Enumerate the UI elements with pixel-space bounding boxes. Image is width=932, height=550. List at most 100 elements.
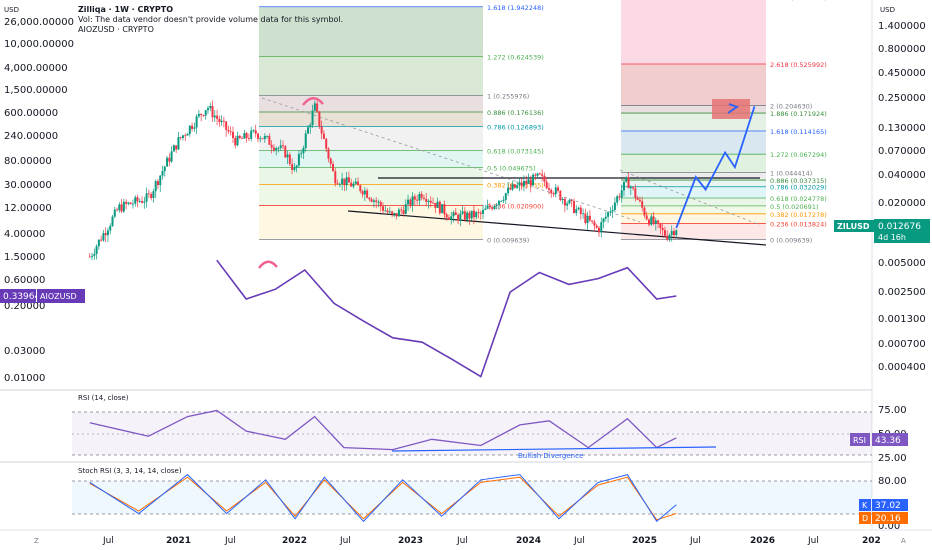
left-tick-label: 80.00000 xyxy=(4,156,52,167)
diagonal-fib-guide-left xyxy=(261,97,641,223)
fib-left-level-label-0.618: 0.618 (0.073145) xyxy=(487,148,544,156)
left-tick-label: 0.01000 xyxy=(4,373,45,384)
bullish-divergence-line[interactable] xyxy=(391,446,717,452)
candle-body xyxy=(293,167,296,170)
candle-body xyxy=(120,204,123,212)
support-trendline[interactable] xyxy=(347,210,767,246)
zilusd-candles[interactable] xyxy=(88,100,678,261)
left-tick-label: 30.00000 xyxy=(4,180,52,191)
stoch-k-label-badge[interactable] xyxy=(859,499,871,511)
compare-symbol-label[interactable]: AIOZUSD · CRYPTO xyxy=(78,25,154,34)
aiozusd-label-badge[interactable] xyxy=(37,289,85,303)
rsi-line[interactable] xyxy=(89,409,677,451)
timezone-corner-icon[interactable]: Z xyxy=(34,537,39,545)
fib-left-level-label-0.786: 0.786 (0.126893) xyxy=(487,123,544,131)
auto-scale-corner-icon[interactable]: A xyxy=(901,537,906,545)
stoch-k-value-badge[interactable] xyxy=(872,499,908,511)
candle-body xyxy=(341,178,344,185)
candle-body xyxy=(302,148,305,154)
candle-body xyxy=(452,212,455,217)
aiozusd-price-badge[interactable] xyxy=(0,289,36,303)
stoch-title[interactable]: Stoch RSI (3, 3, 14, 14, close) xyxy=(78,467,182,475)
left-price-axis[interactable]: 26,000.00000 10,000.00000 4,000.00000 1,500… xyxy=(4,17,74,384)
fib-right-zone-11 xyxy=(621,213,766,224)
candle-body xyxy=(145,193,148,202)
candle-body xyxy=(307,127,310,134)
candle-body xyxy=(377,201,380,203)
candle-body xyxy=(577,207,580,210)
candle-body xyxy=(584,213,587,223)
candle-body xyxy=(184,135,187,137)
stoch-k-line[interactable] xyxy=(89,473,677,523)
candle-body xyxy=(143,201,146,203)
right-price-axis[interactable]: 1.400000 0.800000 0.450000 0.250000 0.130000… xyxy=(878,21,926,373)
candle-body xyxy=(404,204,407,214)
time-tick-label: 202 xyxy=(862,536,881,546)
candle-body xyxy=(438,201,441,214)
volume-note: Vol: The data vendor doesn't provide vol… xyxy=(78,15,344,24)
fib-left-level-label-1.618: 1.618 (1.942248) xyxy=(487,4,544,12)
candle-body xyxy=(502,199,505,201)
candle-body xyxy=(422,197,425,199)
projection-path[interactable] xyxy=(675,106,756,229)
candle-body xyxy=(100,239,103,241)
stoch-d-line[interactable] xyxy=(89,476,677,521)
candle-body xyxy=(650,216,653,225)
zilusd-label-badge[interactable] xyxy=(834,220,884,232)
candle-body xyxy=(493,205,496,209)
candle-body xyxy=(618,196,621,198)
fib-left-level-label-1.272: 1.272 (0.624539) xyxy=(487,54,544,62)
candle-body xyxy=(388,211,391,213)
rsi-band xyxy=(72,412,872,455)
candle-body xyxy=(209,105,212,109)
chart-header[interactable]: Zilliqa · 1W · CRYPTO Vol: The data vend… xyxy=(78,5,343,35)
candle-body xyxy=(445,214,448,218)
right-tick-label: 0.250000 xyxy=(878,93,926,104)
candle-body xyxy=(527,179,530,184)
candle-body xyxy=(275,148,278,151)
candle-body xyxy=(295,165,298,168)
stoch-k-label-text: K xyxy=(862,501,868,510)
time-tick-label: Jul xyxy=(224,536,236,546)
candle-body xyxy=(654,220,657,224)
fib-left-zone-4 xyxy=(259,126,483,151)
candle-body xyxy=(220,120,223,123)
fib-extension-right[interactable]: 3.618 (2.423394) 2.618 (0.525992) 2 (0.204… xyxy=(621,0,827,244)
candle-body xyxy=(204,110,207,116)
candle-body xyxy=(227,129,230,132)
fib-left-zone-7 xyxy=(259,184,483,206)
candle-body xyxy=(136,197,139,202)
candle-body xyxy=(279,145,282,148)
rsi-value-badge[interactable] xyxy=(872,433,908,446)
stoch-d-value-badge[interactable] xyxy=(872,512,908,524)
rsi-title[interactable]: RSI (14, close) xyxy=(78,394,129,402)
candle-body xyxy=(457,215,460,221)
candle-body xyxy=(291,163,294,170)
candle-body xyxy=(300,153,303,155)
candle-body xyxy=(254,130,257,134)
fib-left-zone-1 xyxy=(259,56,483,96)
zilusd-price-badge[interactable] xyxy=(874,219,930,243)
candle-body xyxy=(286,154,289,158)
symbol-title[interactable]: Zilliqa · 1W · CRYPTO xyxy=(78,5,174,14)
candle-body xyxy=(466,212,469,220)
candle-body xyxy=(491,207,494,209)
candle-body xyxy=(252,130,255,132)
time-tick-label: 2025 xyxy=(632,536,657,546)
candle-body xyxy=(411,196,414,206)
target-zone[interactable] xyxy=(712,99,750,119)
candle-body xyxy=(104,233,107,236)
rsi-label-badge[interactable] xyxy=(850,433,870,446)
aiozusd-line[interactable] xyxy=(216,259,677,378)
bullish-divergence-label: Bullish Divergence xyxy=(518,452,583,460)
candle-body xyxy=(129,202,132,205)
fib-right-zone-12 xyxy=(621,223,766,240)
time-axis[interactable]: Jul 2021 Jul 2022 Jul 2023 Jul 2024 Jul 2025 Jul 20… xyxy=(102,536,881,546)
fib-right-level-label-0.382: 0.382 (0.017278) xyxy=(770,211,827,219)
candle-body xyxy=(345,177,348,186)
stoch-d-label-badge[interactable] xyxy=(859,512,871,524)
candle-body xyxy=(141,201,144,203)
left-tick-label: 4,000.00000 xyxy=(4,63,68,74)
candle-body xyxy=(420,193,423,198)
